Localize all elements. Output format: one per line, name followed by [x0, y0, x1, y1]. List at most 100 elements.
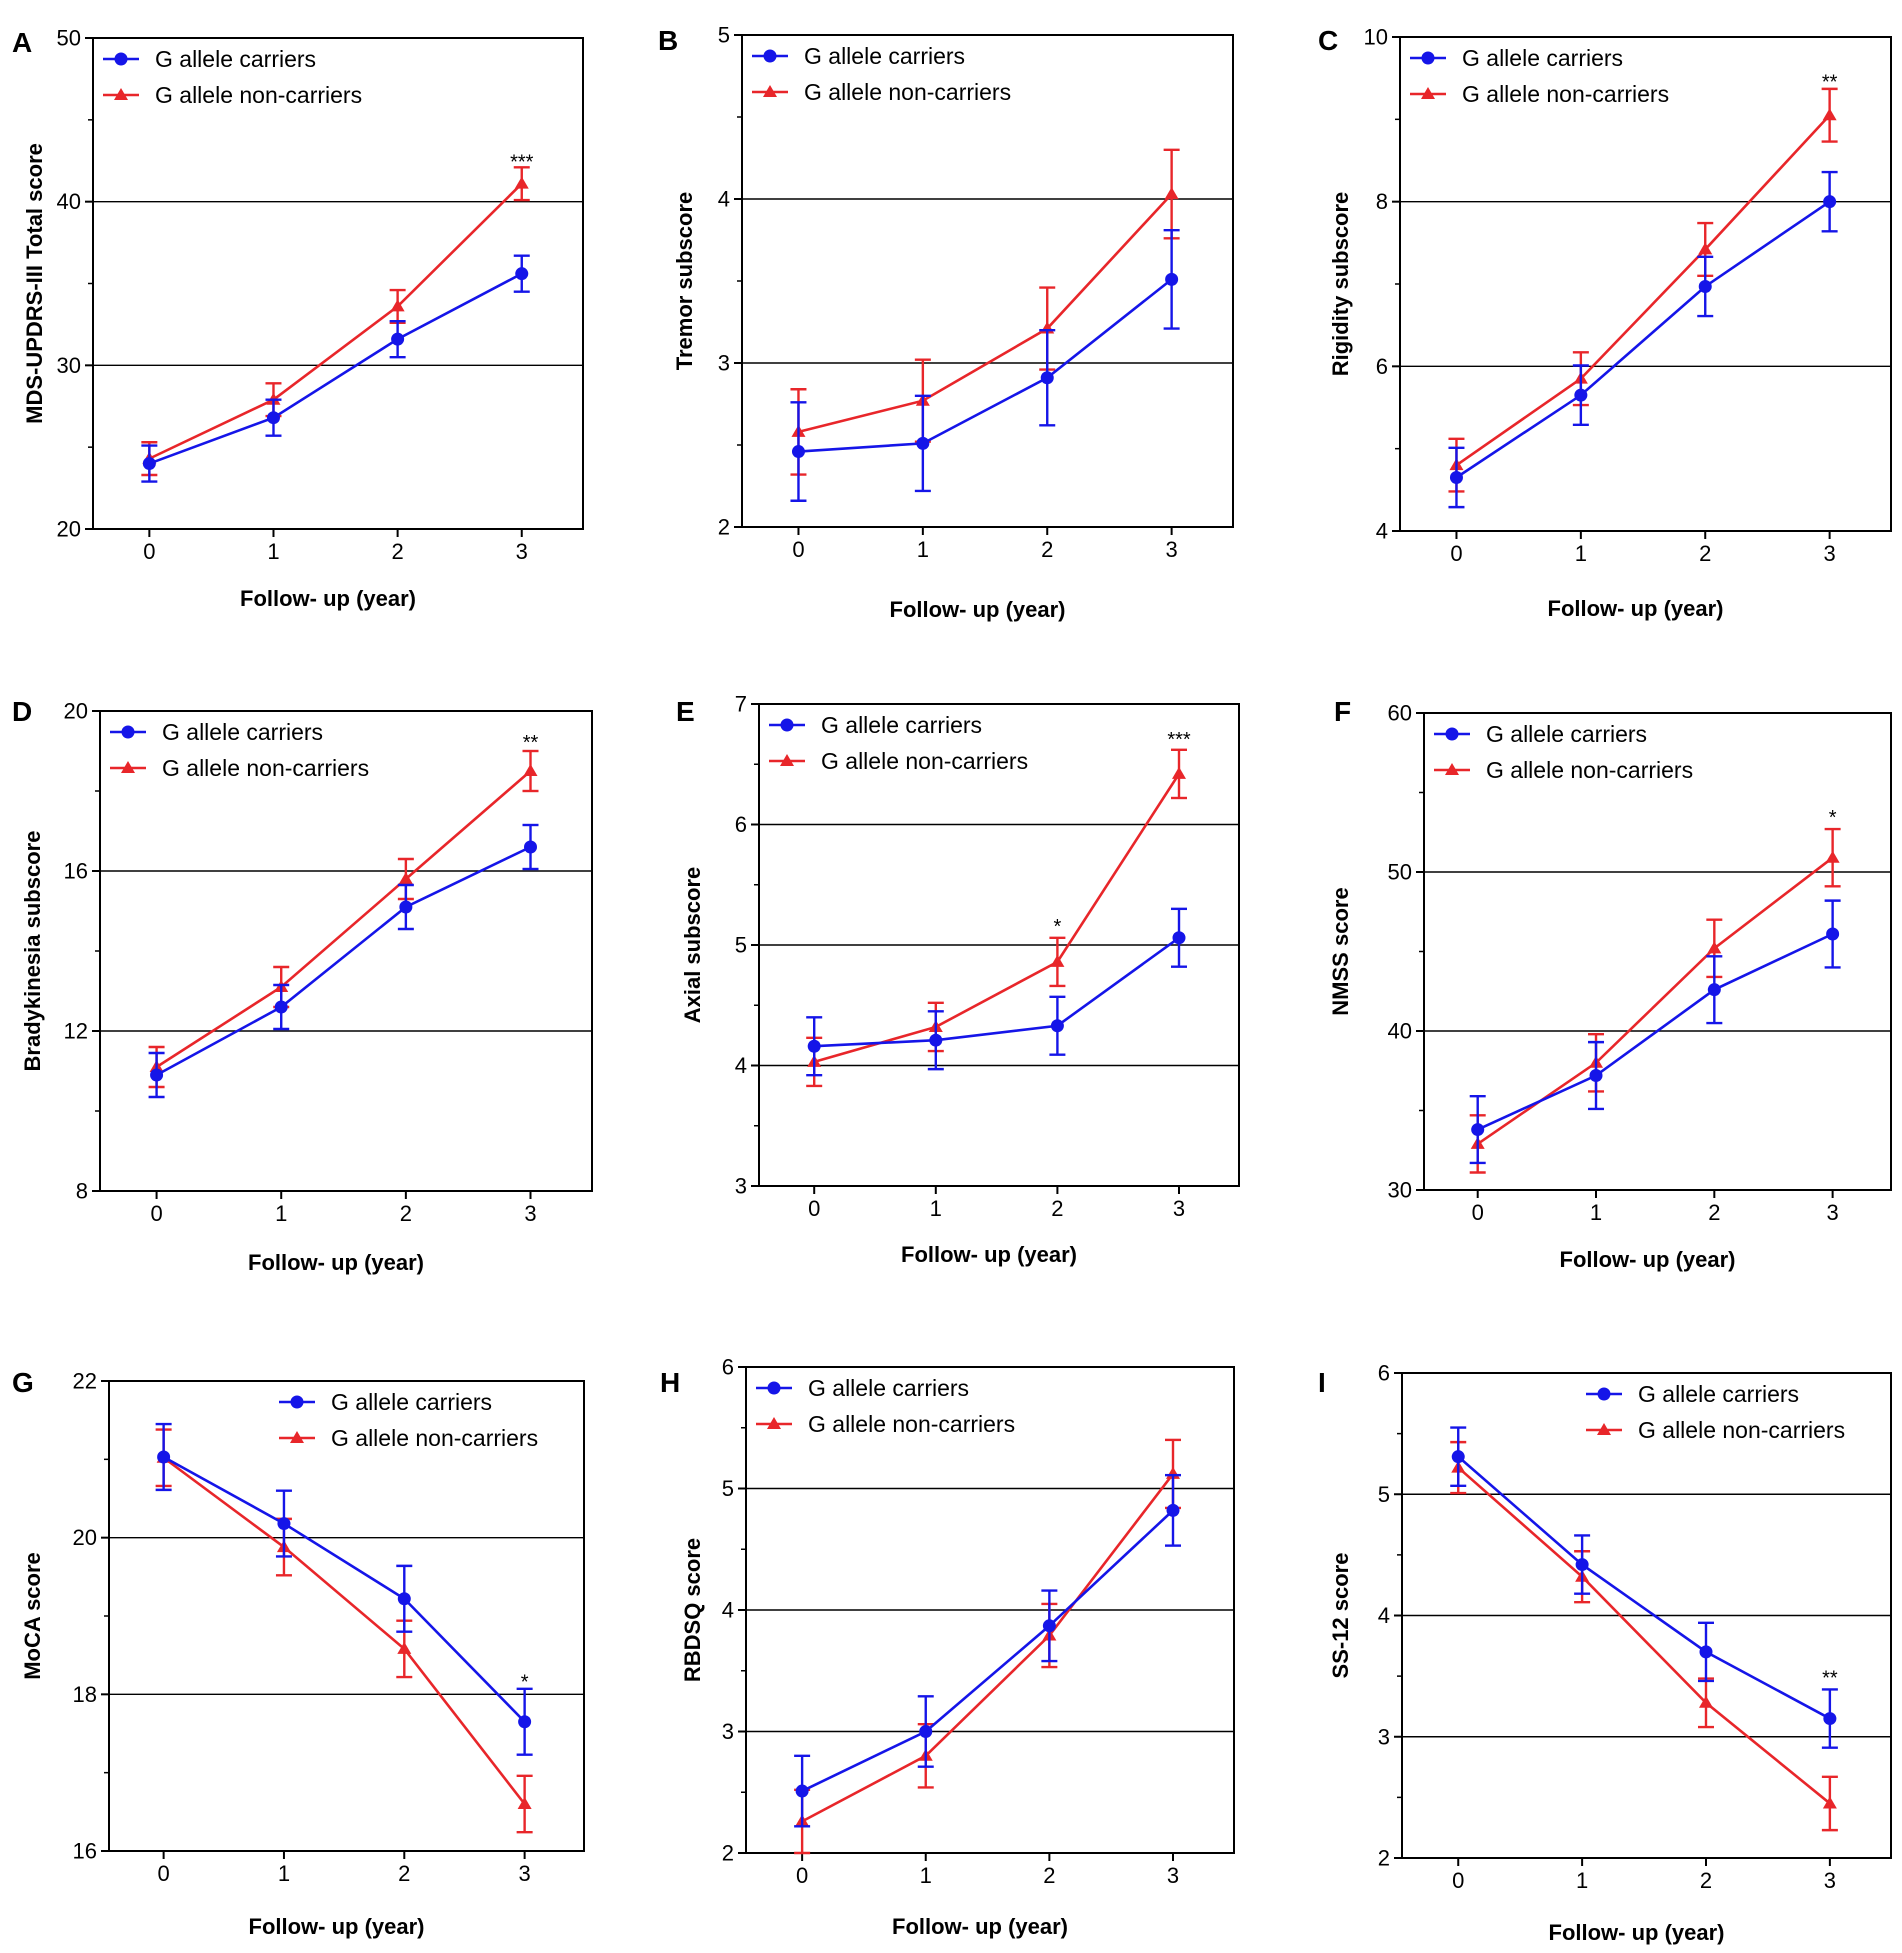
series-carriers	[790, 228, 1180, 502]
data-point	[390, 299, 405, 312]
legend-marker	[1421, 51, 1435, 65]
legend-marker	[1421, 87, 1435, 99]
legend-marker	[121, 725, 135, 739]
data-point	[1826, 927, 1840, 941]
data-point	[1823, 195, 1837, 209]
data-point	[1698, 279, 1712, 293]
significance-label: ***	[1167, 729, 1191, 751]
y-tick-label: 3	[722, 1719, 734, 1744]
chart-panel-e: E 3 4 5 6 7 0 1 2 3 Follow- up (year) Axial subscor…	[676, 692, 1240, 1267]
y-tick-label: 5	[722, 1476, 734, 1501]
plot-frame	[1399, 36, 1892, 532]
y-tick-label: 8	[1376, 189, 1388, 214]
y-tick-label: 3	[735, 1174, 747, 1199]
series-line	[814, 936, 1180, 1048]
data-point	[397, 1641, 412, 1654]
x-axis-title: Follow- up (year)	[1548, 596, 1724, 621]
x-tick-label: 3	[516, 539, 528, 564]
x-tick-label: 2	[1051, 1196, 1063, 1221]
data-point	[517, 1797, 532, 1809]
panel-letter: B	[658, 25, 678, 56]
y-tick-label: 4	[735, 1053, 747, 1078]
x-tick-label: 2	[1699, 541, 1711, 566]
series-carriers	[1448, 170, 1838, 509]
data-point	[1698, 1695, 1713, 1708]
legend-marker	[290, 1431, 304, 1443]
y-tick-label: 12	[64, 1019, 88, 1044]
series-carriers	[148, 823, 539, 1099]
data-point	[1823, 1712, 1837, 1726]
series-carriers	[141, 254, 530, 483]
y-tick-label: 6	[1378, 1361, 1390, 1386]
x-tick-label: 0	[1450, 541, 1462, 566]
series-line	[801, 1509, 1174, 1793]
legend-marker	[1597, 1387, 1611, 1401]
legend-label: G allele carriers	[331, 1389, 492, 1415]
legend-label: G allele non-carriers	[804, 79, 1011, 105]
legend-label: G allele carriers	[162, 719, 323, 745]
data-point	[1589, 1069, 1603, 1083]
legend-marker	[767, 1417, 781, 1429]
series-non-carriers	[1448, 87, 1838, 493]
y-axis-title: MoCA score	[20, 1552, 45, 1680]
data-point	[1698, 242, 1713, 255]
data-point	[1166, 1503, 1180, 1517]
data-point	[1822, 1796, 1837, 1809]
y-axis-title: Axial subscore	[680, 867, 705, 1024]
legend-label: G allele carriers	[808, 1375, 969, 1401]
y-axis-title: NMSS score	[1328, 887, 1353, 1015]
x-tick-label: 2	[1043, 1863, 1055, 1888]
legend-label: G allele carriers	[155, 46, 316, 72]
legend: G allele carriers G allele non-carriers	[103, 46, 362, 108]
data-point	[515, 267, 529, 281]
y-tick-label: 3	[718, 351, 730, 376]
data-point	[1164, 187, 1179, 200]
y-tick-label: 8	[76, 1179, 88, 1204]
x-tick-label: 2	[398, 1861, 410, 1886]
x-tick-label: 3	[1173, 1196, 1185, 1221]
legend: G allele carriers G allele non-carriers	[1434, 721, 1693, 783]
x-tick-label: 2	[1041, 537, 1053, 562]
legend-marker	[780, 754, 794, 766]
y-tick-label: 4	[718, 187, 730, 212]
data-point	[1575, 1558, 1589, 1572]
x-axis-title: Follow- up (year)	[1549, 1920, 1725, 1945]
y-axis-title: Tremor subscore	[672, 192, 697, 371]
x-tick-label: 1	[930, 1196, 942, 1221]
x-tick-label: 0	[808, 1196, 820, 1221]
x-axis-title: Follow- up (year)	[892, 1914, 1068, 1939]
series-line	[1476, 856, 1834, 1145]
legend-label: G allele non-carriers	[331, 1425, 538, 1451]
data-point	[518, 1715, 532, 1729]
y-tick-label: 5	[735, 933, 747, 958]
legend-label: G allele non-carriers	[162, 755, 369, 781]
x-tick-label: 1	[267, 539, 279, 564]
data-point	[142, 457, 156, 471]
series-line	[148, 272, 523, 465]
series-carriers	[155, 1422, 533, 1756]
x-tick-label: 0	[1472, 1200, 1484, 1225]
series-line	[148, 182, 523, 460]
y-tick-label: 4	[1378, 1603, 1390, 1628]
data-point	[791, 445, 805, 459]
data-point	[397, 1592, 411, 1606]
data-point	[1050, 954, 1065, 967]
panel-letter: G	[12, 1367, 34, 1398]
y-tick-label: 40	[1388, 1019, 1412, 1044]
y-tick-label: 22	[73, 1369, 97, 1394]
y-tick-label: 20	[64, 699, 88, 724]
data-point	[1822, 108, 1837, 121]
series-carriers	[1450, 1426, 1838, 1749]
significance-label: **	[1822, 71, 1838, 93]
data-point	[916, 436, 930, 450]
legend-marker	[763, 85, 777, 97]
data-point	[1172, 931, 1186, 945]
chart-panel-c: C 4 6 8 10 0 1 2 3 Follow- up (year) Rigidity subs…	[1318, 25, 1892, 621]
significance-label: *	[1829, 807, 1837, 829]
panel-letter: F	[1334, 696, 1351, 727]
series-non-carriers	[141, 166, 530, 477]
data-point	[1172, 766, 1186, 779]
y-tick-label: 2	[722, 1841, 734, 1866]
data-point	[1699, 1645, 1713, 1659]
data-point	[1471, 1123, 1485, 1137]
